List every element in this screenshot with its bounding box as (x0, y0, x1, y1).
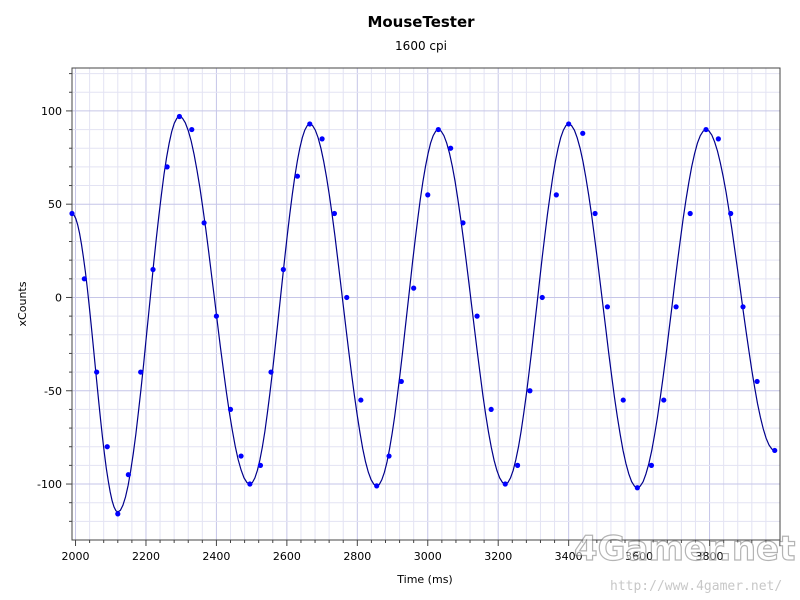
data-point (294, 173, 301, 179)
data-point (247, 481, 253, 487)
data-point (69, 210, 75, 217)
data-point (307, 121, 313, 127)
data-point (661, 397, 667, 403)
data-point (566, 121, 572, 127)
data-point (331, 210, 338, 217)
watermark-brand: 4Gamer.net (574, 529, 795, 569)
chart-subtitle: 1600 cpi (395, 39, 447, 53)
watermark-url: http://www.4gamer.net/ (610, 579, 782, 594)
data-point (344, 294, 350, 301)
data-point (474, 313, 480, 319)
data-point (176, 113, 183, 120)
data-point (81, 276, 87, 282)
y-tick-label: 100 (41, 105, 62, 118)
data-point (772, 447, 778, 454)
data-point (592, 210, 598, 217)
data-point (673, 304, 679, 310)
data-point (634, 485, 640, 491)
fitted-curve-line (71, 115, 775, 513)
data-point (164, 164, 170, 170)
data-point (411, 285, 417, 291)
data-points (69, 113, 778, 517)
data-point (580, 130, 586, 136)
x-tick-label: 3000 (414, 550, 442, 563)
data-point (150, 266, 156, 273)
data-point (488, 406, 494, 413)
data-point (227, 406, 234, 413)
data-point (648, 462, 655, 468)
x-tick-label: 3800 (696, 550, 724, 563)
x-tick-label: 2000 (62, 550, 90, 563)
data-point (138, 369, 144, 375)
data-point (104, 444, 110, 450)
y-tick-label: 50 (48, 198, 62, 211)
gridlines (72, 68, 781, 540)
data-point (527, 388, 533, 394)
x-tick-label: 3400 (555, 550, 583, 563)
data-point (268, 369, 274, 375)
chart-title: MouseTester (367, 13, 475, 31)
watermark: 4Gamer.net http://www.4gamer.net/ (573, 528, 796, 594)
data-point (539, 294, 545, 301)
x-tick-label: 2400 (202, 550, 230, 563)
data-point (604, 304, 611, 310)
data-point (213, 313, 220, 319)
data-point (94, 369, 100, 375)
data-point (425, 192, 431, 198)
data-point (257, 462, 264, 468)
data-point (448, 145, 454, 151)
x-tick-label: 2200 (132, 550, 160, 563)
data-point (553, 192, 559, 198)
y-axis-label: xCounts (16, 281, 29, 326)
data-point (238, 453, 244, 459)
data-point (435, 126, 441, 133)
data-point (514, 462, 521, 468)
plot-area (71, 67, 781, 541)
data-point (189, 126, 195, 133)
data-point (754, 378, 760, 385)
data-point (687, 210, 693, 217)
data-point (358, 397, 364, 403)
data-point (728, 210, 734, 217)
data-point (502, 481, 508, 487)
y-tick-label: -50 (44, 385, 62, 398)
data-point (386, 453, 392, 459)
y-tick-label: 0 (55, 291, 62, 304)
data-point (740, 304, 746, 310)
data-point (398, 378, 404, 385)
data-point (280, 266, 286, 273)
data-point (703, 126, 709, 133)
data-point (620, 397, 626, 403)
x-tick-label: 3200 (484, 550, 512, 563)
data-point (115, 511, 121, 517)
fitted-curve (71, 115, 775, 513)
data-point (201, 220, 207, 226)
x-tick-label: 2800 (343, 550, 371, 563)
data-point (319, 136, 325, 142)
x-tick-label: 3600 (625, 550, 653, 563)
data-point (460, 220, 466, 226)
x-tick-label: 2600 (273, 550, 301, 563)
x-axis: 2000 2200 2400 2600 2800 3000 3200 3400 3600 3800 (62, 540, 781, 563)
data-point (374, 483, 380, 489)
data-point (715, 136, 721, 142)
data-point (125, 472, 131, 478)
y-axis: -100 -50 0 50 100 (37, 73, 72, 522)
x-axis-label: Time (ms) (396, 573, 452, 586)
y-tick-label: -100 (37, 478, 62, 491)
